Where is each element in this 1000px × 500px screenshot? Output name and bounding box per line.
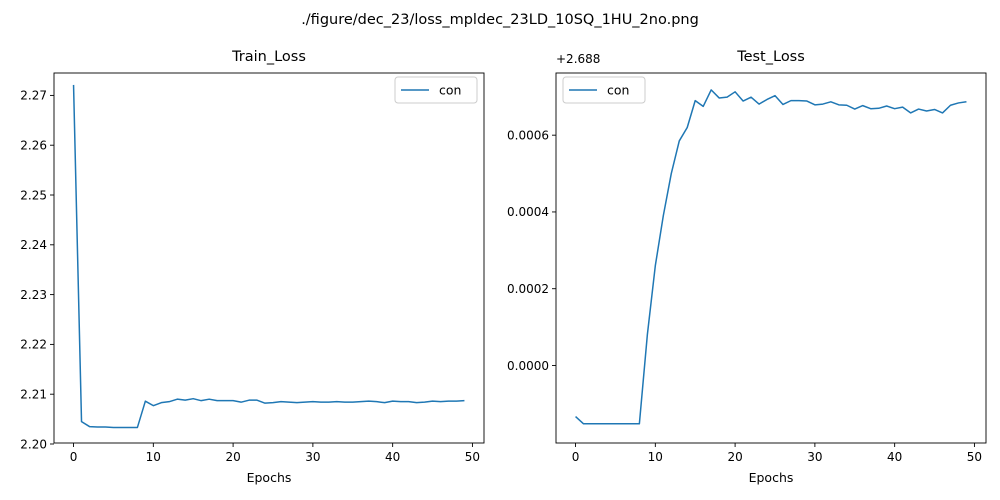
- test-loss-x-tick-label: 40: [887, 450, 902, 464]
- test-loss-y-tick-label: 0.0006: [507, 128, 549, 142]
- train-loss-legend: con: [394, 76, 478, 104]
- test-loss-y-tick-label: 0.0000: [507, 359, 549, 373]
- train-loss-y-tick-label: 2.24: [20, 238, 47, 252]
- test-loss-legend-box: [562, 76, 646, 104]
- test-loss-axes: 0 10 20 30 40 50 0.0000 0.0002 0.0004 0.0006 +2.68…: [507, 49, 987, 485]
- train-loss-x-tick-label: 0: [70, 450, 78, 464]
- test-loss-legend-label: con: [607, 83, 629, 98]
- train-loss-y-tick-label: 2.26: [20, 139, 47, 153]
- test-loss-legend: con: [562, 76, 646, 104]
- train-loss-y-tick-label: 2.21: [20, 387, 47, 401]
- test-loss-series-line-con: [575, 89, 967, 425]
- train-loss-legend-box: [394, 76, 478, 104]
- test-loss-x-axis-label: Epochs: [749, 470, 794, 485]
- test-loss-offset-text: +2.688: [556, 52, 600, 66]
- figure-suptitle: ./figure/dec_23/loss_mpldec_23LD_10SQ_1H…: [301, 12, 699, 28]
- test-loss-plot-frame: [555, 72, 987, 444]
- test-loss-x-tick-label: 10: [648, 450, 663, 464]
- train-loss-x-tick-label: 10: [146, 450, 161, 464]
- test-loss-x-tick-label: 0: [572, 450, 580, 464]
- test-loss-y-tick-label: 0.0004: [507, 205, 549, 219]
- train-loss-y-tick-label: 2.23: [20, 288, 47, 302]
- test-loss-title: Test_Loss: [736, 49, 805, 65]
- train-loss-x-tick-label: 50: [465, 450, 480, 464]
- train-loss-title: Train_Loss: [231, 49, 306, 65]
- train-loss-legend-label: con: [439, 83, 461, 98]
- test-loss-x-tick-label: 20: [727, 450, 742, 464]
- test-loss-x-tick-label: 30: [807, 450, 822, 464]
- train-loss-x-tick-label: 40: [385, 450, 400, 464]
- train-loss-y-tick-label: 2.27: [20, 89, 47, 103]
- train-loss-plot-frame: [53, 72, 485, 444]
- test-loss-y-tick-label: 0.0002: [507, 282, 549, 296]
- train-loss-x-tick-label: 30: [305, 450, 320, 464]
- train-loss-axes: 0 10 20 30 40 50 2.20 2.21 2.22 2.23 2.24 2.25 2.26 2…: [20, 49, 485, 485]
- train-loss-x-axis-label: Epochs: [247, 470, 292, 485]
- train-loss-y-tick-label: 2.20: [20, 437, 47, 451]
- train-loss-y-tick-label: 2.22: [20, 338, 47, 352]
- train-loss-x-tick-label: 20: [225, 450, 240, 464]
- train-loss-series-line-con: [72, 84, 465, 429]
- test-loss-x-tick-label: 50: [967, 450, 982, 464]
- train-loss-y-tick-label: 2.25: [20, 188, 47, 202]
